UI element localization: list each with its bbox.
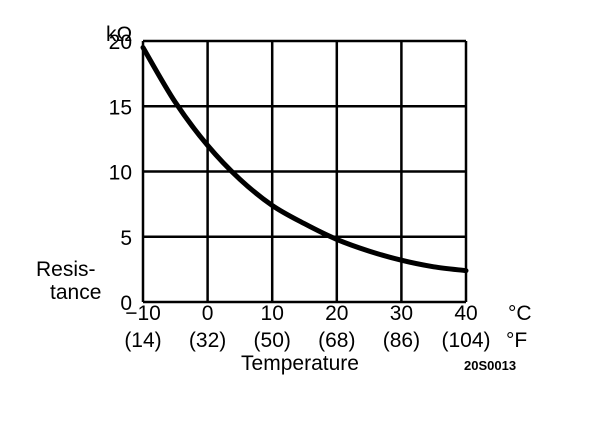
tick-labels: −10 (14) 0 (32) 10 (50) 20 (68) 30 (86) 40 (104) 0 5 1…	[109, 31, 491, 352]
x-tick-label-f: (14)	[124, 329, 161, 352]
x-unit-f: °F	[506, 329, 527, 352]
y-tick-label: 5	[120, 227, 132, 250]
x-tick-label-f: (86)	[383, 329, 420, 352]
y-tick-label: 0	[120, 292, 132, 315]
y-axis-title-line1: Resis-	[36, 258, 96, 281]
x-axis-title: Temperature	[241, 352, 359, 375]
x-tick-label-c: 30	[390, 302, 413, 325]
series-curve-group	[140, 45, 469, 274]
x-unit-c: °C	[508, 302, 532, 325]
y-tick-label: 10	[109, 162, 132, 185]
x-tick-label-c: 20	[325, 302, 348, 325]
x-tick-label-f: (32)	[189, 329, 226, 352]
resistance-curve	[140, 45, 469, 274]
x-tick-label-c: 40	[454, 302, 477, 325]
figure-code: 20S0013	[464, 358, 516, 373]
y-unit-label: kΩ	[106, 23, 132, 46]
x-tick-label-c: 10	[261, 302, 284, 325]
x-tick-label-c: −10	[125, 302, 161, 325]
y-tick-label: 15	[109, 96, 132, 119]
x-tick-label-f: (104)	[441, 329, 490, 352]
grid	[141, 39, 468, 304]
x-tick-label-f: (50)	[254, 329, 291, 352]
x-tick-label-f: (68)	[318, 329, 355, 352]
y-axis-title-line2: tance	[50, 281, 101, 304]
y-tick-label: 20	[109, 31, 132, 54]
x-tick-label-c: 0	[202, 302, 214, 325]
